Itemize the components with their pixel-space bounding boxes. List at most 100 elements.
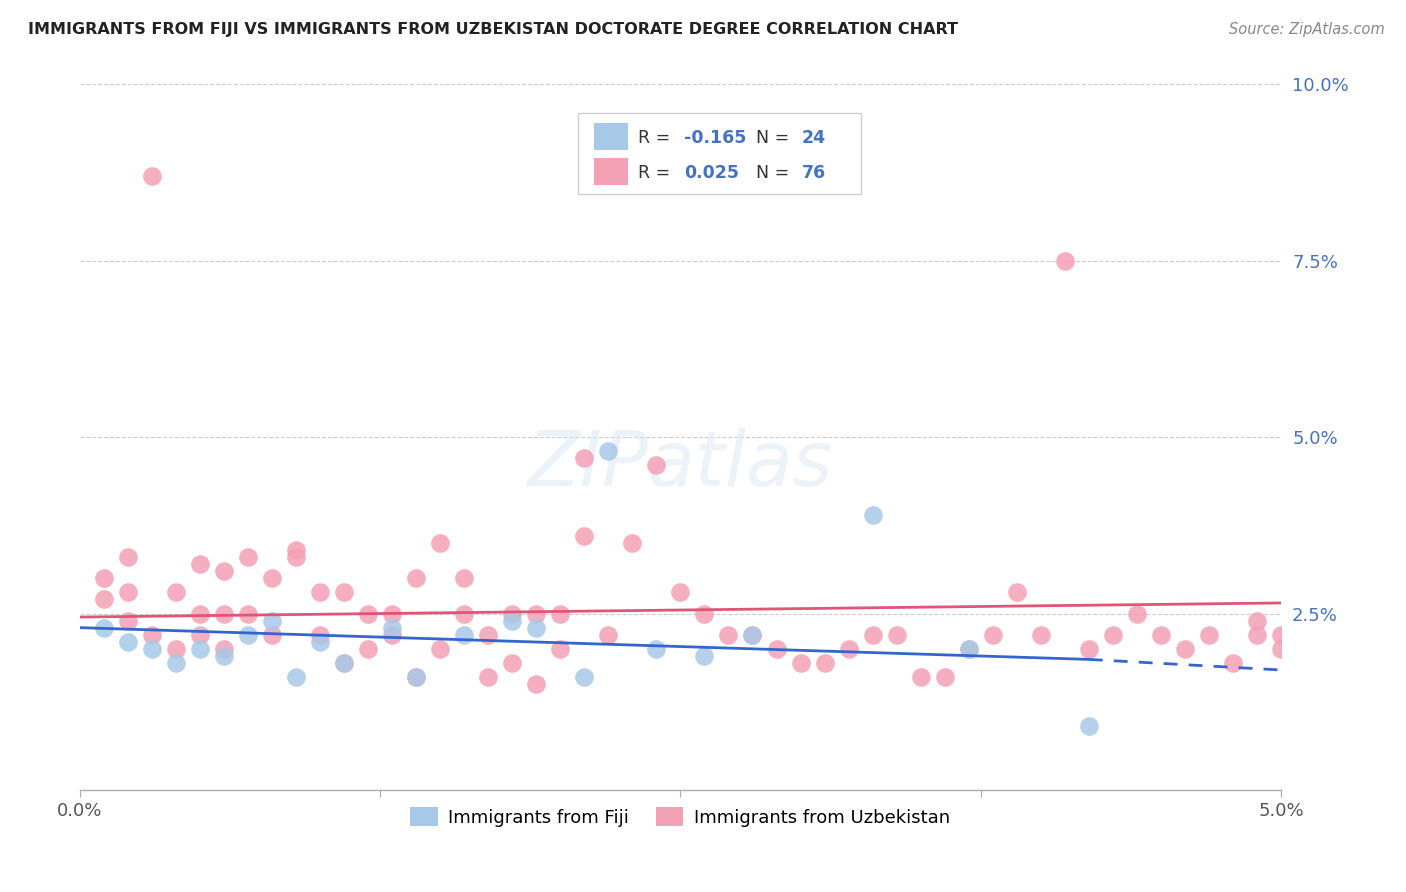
Point — [621, 536, 644, 550]
Point — [501, 607, 523, 621]
Point — [309, 628, 332, 642]
Point — [1101, 628, 1123, 642]
Point — [236, 550, 259, 565]
Point — [285, 670, 308, 684]
Point — [741, 628, 763, 642]
Text: N =: N = — [756, 129, 794, 147]
Point — [188, 641, 211, 656]
Point — [381, 621, 404, 635]
Point — [212, 648, 235, 663]
Point — [165, 656, 187, 670]
Point — [886, 628, 908, 642]
Text: 0.025: 0.025 — [683, 163, 740, 182]
Point — [981, 628, 1004, 642]
Point — [141, 628, 163, 642]
Point — [598, 628, 620, 642]
Legend: Immigrants from Fiji, Immigrants from Uzbekistan: Immigrants from Fiji, Immigrants from Uz… — [404, 799, 957, 834]
FancyBboxPatch shape — [593, 123, 627, 150]
Point — [1077, 719, 1099, 733]
Text: Source: ZipAtlas.com: Source: ZipAtlas.com — [1229, 22, 1385, 37]
Point — [333, 585, 356, 599]
Point — [429, 536, 451, 550]
Point — [1198, 628, 1220, 642]
Point — [260, 571, 283, 585]
Point — [910, 670, 932, 684]
Point — [717, 628, 740, 642]
Point — [645, 641, 668, 656]
Point — [117, 585, 139, 599]
Point — [524, 621, 547, 635]
Text: -0.165: -0.165 — [683, 129, 747, 147]
Point — [550, 607, 572, 621]
Point — [741, 628, 763, 642]
Point — [477, 628, 499, 642]
Point — [765, 641, 787, 656]
Point — [212, 607, 235, 621]
Point — [93, 571, 115, 585]
Point — [285, 543, 308, 558]
Point — [93, 621, 115, 635]
Point — [862, 508, 884, 522]
Point — [693, 648, 716, 663]
Point — [165, 585, 187, 599]
Point — [117, 614, 139, 628]
Point — [188, 607, 211, 621]
Point — [236, 607, 259, 621]
Point — [333, 656, 356, 670]
Point — [405, 571, 427, 585]
Point — [93, 592, 115, 607]
Point — [1005, 585, 1028, 599]
Point — [405, 670, 427, 684]
Point — [1126, 607, 1149, 621]
Point — [117, 634, 139, 648]
Point — [453, 607, 475, 621]
Point — [477, 670, 499, 684]
Point — [574, 670, 596, 684]
Point — [165, 641, 187, 656]
Point — [188, 628, 211, 642]
Point — [236, 628, 259, 642]
Point — [501, 614, 523, 628]
Point — [574, 529, 596, 543]
Point — [957, 641, 980, 656]
Point — [645, 458, 668, 473]
Point — [838, 641, 860, 656]
Point — [1077, 641, 1099, 656]
Point — [524, 607, 547, 621]
Point — [693, 607, 716, 621]
Point — [260, 614, 283, 628]
Point — [1222, 656, 1244, 670]
Point — [381, 628, 404, 642]
Point — [357, 641, 380, 656]
Point — [598, 444, 620, 458]
Point — [212, 564, 235, 578]
Point — [405, 670, 427, 684]
Point — [188, 557, 211, 571]
FancyBboxPatch shape — [593, 158, 627, 185]
Point — [669, 585, 692, 599]
Text: R =: R = — [638, 163, 676, 182]
Point — [862, 628, 884, 642]
Point — [813, 656, 835, 670]
Point — [934, 670, 956, 684]
Point — [453, 628, 475, 642]
Point — [381, 607, 404, 621]
Point — [141, 641, 163, 656]
Point — [1246, 614, 1268, 628]
Point — [141, 169, 163, 183]
FancyBboxPatch shape — [578, 112, 860, 194]
Text: ZIPatlas: ZIPatlas — [527, 428, 834, 502]
Point — [453, 571, 475, 585]
Point — [212, 641, 235, 656]
Point — [429, 641, 451, 656]
Point — [117, 550, 139, 565]
Point — [357, 607, 380, 621]
Text: IMMIGRANTS FROM FIJI VS IMMIGRANTS FROM UZBEKISTAN DOCTORATE DEGREE CORRELATION : IMMIGRANTS FROM FIJI VS IMMIGRANTS FROM … — [28, 22, 957, 37]
Point — [957, 641, 980, 656]
Point — [1270, 641, 1292, 656]
Point — [1270, 628, 1292, 642]
Point — [574, 451, 596, 466]
Text: 24: 24 — [801, 129, 825, 147]
Point — [1174, 641, 1197, 656]
Point — [1150, 628, 1173, 642]
